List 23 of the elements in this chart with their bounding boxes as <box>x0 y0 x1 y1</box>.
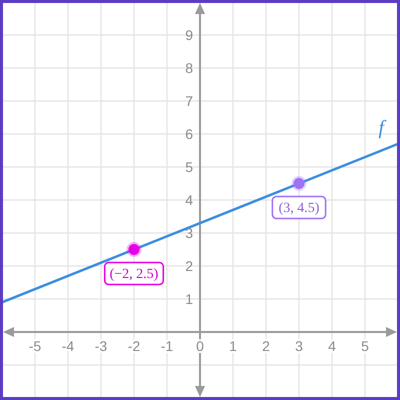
y-tick-label: 5 <box>185 159 194 175</box>
y-tick-label: 2 <box>185 258 194 274</box>
y-tick-label: 4 <box>185 192 194 208</box>
x-tick-label: -3 <box>94 338 108 354</box>
y-tick-label: 3 <box>185 225 194 241</box>
x-tick-label: 3 <box>295 338 304 354</box>
x-tick-label: 4 <box>328 338 336 354</box>
y-tick-label: 1 <box>185 291 194 307</box>
y-tick-label: 7 <box>185 93 194 109</box>
annotation: (3, 4.5) <box>278 201 320 216</box>
y-tick-label: 8 <box>185 60 194 76</box>
x-tick-label: -2 <box>128 338 140 354</box>
y-tick-label: 6 <box>185 126 194 142</box>
x-tick-label: -1 <box>160 338 174 354</box>
line-series <box>0 142 400 304</box>
series-label: f <box>378 116 386 139</box>
x-tick-label: 5 <box>361 338 370 354</box>
annotation: (−2, 2.5) <box>110 267 159 282</box>
x-tick-label: -5 <box>28 338 42 354</box>
x-tick-label: 2 <box>262 338 270 354</box>
x-tick-label: -4 <box>62 338 74 354</box>
y-tick-label: 9 <box>185 27 194 43</box>
x-tick-label: 1 <box>229 338 238 354</box>
